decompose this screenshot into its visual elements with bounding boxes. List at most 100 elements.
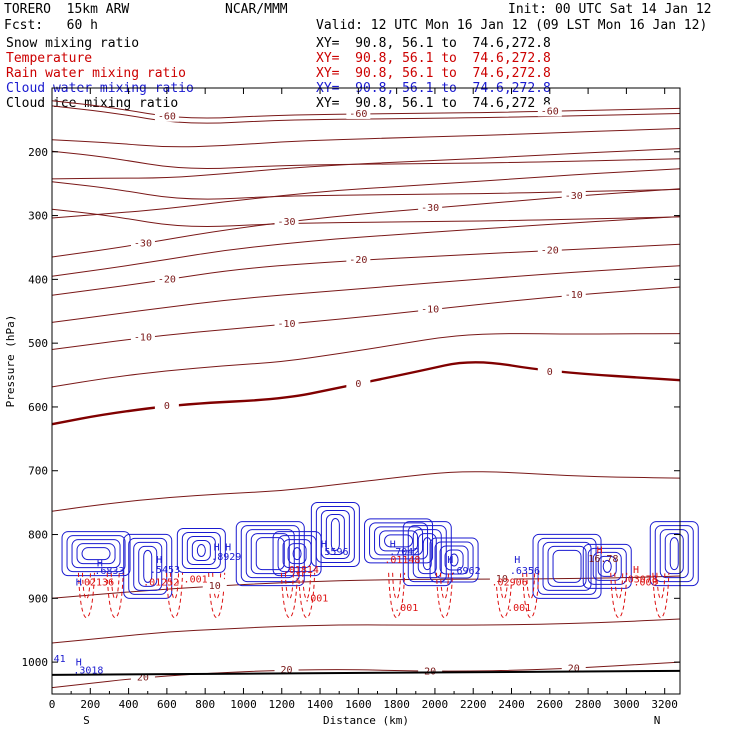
isotherm-label-bg: [154, 272, 179, 285]
cloud-water-contour: [138, 545, 158, 587]
cloud-water-contour: [330, 518, 340, 552]
isotherm-label-bg: [154, 399, 179, 412]
isotherm-label-bg: [418, 201, 443, 214]
cloud-water-contour: [240, 525, 300, 583]
isotherm-upper: [51, 181, 681, 200]
isotherm-label-bg: [489, 572, 514, 585]
x-tick-label: 400: [119, 698, 139, 711]
isotherm-label-bg: [561, 661, 586, 674]
x-tick-label: 2800: [575, 698, 602, 711]
cloud-water-label: .5453: [150, 565, 180, 576]
rain-contour: [166, 572, 184, 619]
x-tick-label: 1400: [307, 698, 334, 711]
cloud-water-contour: [76, 543, 116, 565]
extremum-marker: H: [214, 542, 220, 553]
cloud-water-label: .6833: [94, 566, 124, 577]
cloud-water-contour: [123, 533, 173, 599]
extremum-marker: H: [514, 555, 520, 566]
cloud-water-contour: [547, 545, 587, 587]
legend-temperature: Temperature: [6, 51, 93, 66]
isotherm-interp: [51, 471, 681, 512]
isotherm-label: -60: [541, 106, 559, 117]
isotherm-label-bg: [130, 330, 155, 343]
extremum-marker: H: [447, 555, 453, 566]
south-label: S: [83, 714, 90, 727]
y-tick-label: 800: [28, 529, 48, 542]
isotherm-label-bg: [274, 662, 299, 675]
y-tick-label: 700: [28, 465, 48, 478]
isotherm-label: -30: [565, 191, 583, 202]
cloud-water-contour: [379, 530, 419, 552]
legend-rain: Rain water mixing ratio: [6, 66, 187, 81]
isotherm-label-bg: [154, 109, 179, 122]
cloud-water-contour: [181, 531, 221, 569]
rain-contour: [81, 572, 91, 600]
isotherm-interp: [51, 333, 681, 388]
init-label: Init: 00 UTC Sat 14 Jan 12: [508, 2, 712, 17]
x-tick-label: 1800: [383, 698, 410, 711]
cloud-water-contour: [287, 543, 307, 565]
cloud-water-contour: [444, 549, 464, 571]
isotherm-upper: [51, 208, 681, 228]
rain-contour: [298, 572, 316, 619]
cloud-water-contour: [235, 521, 305, 587]
cloud-water-contour: [649, 521, 699, 587]
rain-label: .001: [507, 603, 531, 614]
cloud-water-contour: [402, 521, 452, 587]
isotherm-label: -30: [134, 239, 152, 250]
cloud-water-contour: [664, 533, 684, 575]
extremum-marker: H: [156, 555, 162, 566]
isotherm-label: -20: [349, 255, 367, 266]
rain-max-label: .003: [633, 578, 657, 589]
isotherm-label: 20: [137, 673, 149, 684]
surface-line: [51, 669, 681, 676]
cloud-water-label: .7042: [389, 547, 419, 558]
x-tick-label: 1200: [269, 698, 296, 711]
isotherm-label: 10: [496, 574, 508, 585]
x-tick-label: 2400: [498, 698, 525, 711]
cloud-water-contour: [176, 527, 226, 573]
cloud-water-contour: [587, 547, 627, 585]
rain-contour: [280, 572, 298, 619]
cloud-water-contour: [384, 534, 414, 548]
cloud-water-label: .6962: [451, 566, 481, 577]
rain-contour: [440, 572, 449, 600]
x-tick-label: 600: [157, 698, 177, 711]
cloud-water-contour: [429, 537, 479, 583]
rain-contour: [656, 572, 666, 600]
rain-contour: [495, 572, 513, 619]
isotherm-interp: [51, 128, 681, 148]
x-tick-label: 200: [80, 698, 100, 711]
isotherm--20: [51, 243, 681, 296]
isotherm-label: -20: [541, 246, 559, 257]
isotherm-label: 0: [355, 379, 361, 390]
x-tick-label: 1000: [230, 698, 257, 711]
cloud-water-contour: [71, 539, 121, 569]
cloud-water-contour: [434, 541, 474, 579]
rain-label: .01814: [283, 565, 319, 576]
cloud-water-contour: [659, 529, 689, 579]
isotherm-label-bg: [130, 236, 155, 249]
cloud-water-contour: [325, 514, 345, 556]
isotherm-label-bg: [561, 189, 586, 202]
extremum-marker: H: [321, 539, 327, 550]
cloud-water-contour: [81, 547, 111, 561]
legend-cloud-ice: Cloud ice mixing ratio: [6, 96, 179, 111]
rain-label: .01148: [384, 555, 420, 566]
y-tick-label: 600: [28, 401, 48, 414]
rain-contour: [388, 572, 406, 619]
org-label: NCAR/MMM: [225, 2, 288, 17]
cloud-water-contour: [422, 537, 432, 571]
cloud-water-contour: [364, 518, 434, 564]
extremum-marker: H: [597, 546, 603, 557]
rain-label: .01252: [143, 578, 179, 589]
contour-labels: -60 -60 -60 -30 -30 -30 -30 -20 -20 -20 -10 -10 -10 -…: [54, 104, 658, 684]
extremum-marker: H: [76, 657, 82, 668]
cloud-water-label: .6356: [510, 566, 540, 577]
cloud-water-contour: [542, 541, 592, 591]
cloud-water-contour: [369, 522, 429, 560]
plot-frame: [51, 87, 681, 695]
cloud-water-contour: [552, 549, 582, 583]
cloud-water-contour: [532, 533, 602, 599]
